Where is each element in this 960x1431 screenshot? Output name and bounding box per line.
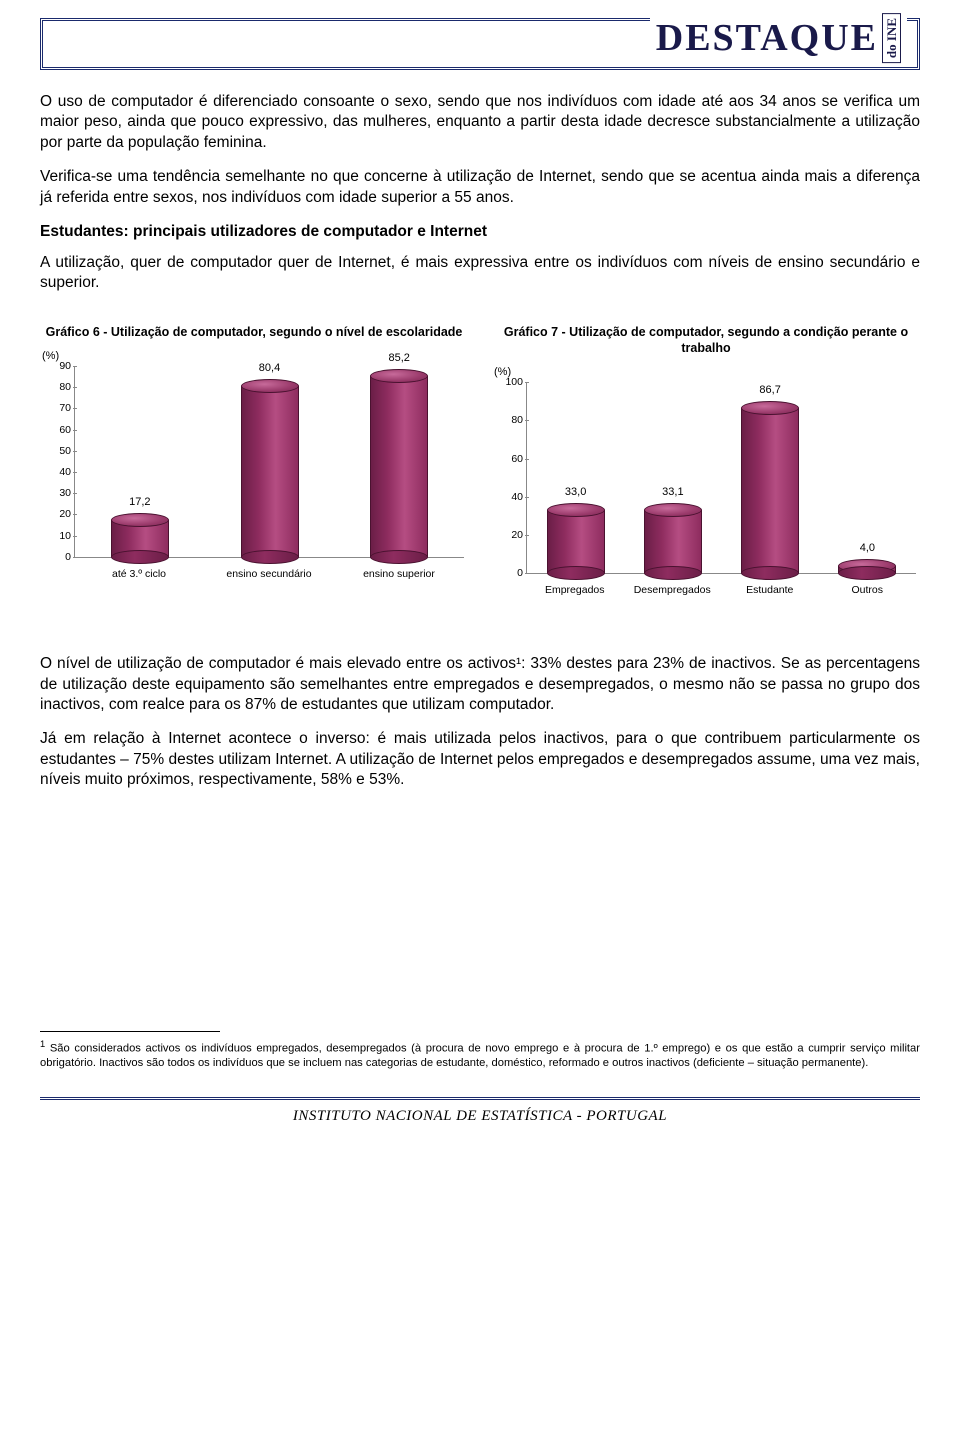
footnote-separator	[40, 1031, 220, 1032]
chart-7-title: Gráfico 7 - Utilização de computador, se…	[492, 324, 920, 357]
chart-6-area: (%) 17,280,485,2 0102030405060708090 até…	[40, 348, 468, 588]
body-text-block: O uso de computador é diferenciado conso…	[40, 92, 920, 294]
bar-slot: 4,0	[819, 566, 916, 574]
footnote: 1 São considerados activos os indivíduos…	[40, 1038, 920, 1071]
bar-slot: 33,1	[624, 510, 721, 573]
section-heading: Estudantes: principais utilizadores de c…	[40, 222, 920, 242]
paragraph-2: Verifica-se uma tendência semelhante no …	[40, 167, 920, 208]
header-logo: DESTAQUE do INE	[650, 13, 907, 63]
bar-cylinder	[644, 510, 702, 573]
chart-7-area: (%) 33,033,186,74,0 020406080100 Emprega…	[492, 364, 920, 604]
paragraph-1: O uso de computador é diferenciado conso…	[40, 92, 920, 153]
chart-6-title: Gráfico 6 - Utilização de computador, se…	[40, 324, 468, 340]
bar-cylinder	[838, 566, 896, 574]
bar-cylinder	[547, 510, 605, 573]
ytick: 90	[45, 360, 71, 372]
xlabel: ensino superior	[334, 562, 464, 588]
charts-row: Gráfico 6 - Utilização de computador, se…	[40, 324, 920, 605]
xlabel: ensino secundário	[204, 562, 334, 588]
xlabel: Outros	[819, 578, 917, 604]
header-banner: DESTAQUE do INE	[40, 18, 920, 70]
paragraph-5: Já em relação à Internet acontece o inve…	[40, 729, 920, 790]
ytick: 70	[45, 402, 71, 414]
xlabel: até 3.º ciclo	[74, 562, 204, 588]
footer-bar: INSTITUTO NACIONAL DE ESTATÍSTICA - PORT…	[40, 1097, 920, 1125]
brand-tagline: do INE	[882, 13, 901, 63]
bar-value-label: 80,4	[205, 362, 335, 374]
chart-7: Gráfico 7 - Utilização de computador, se…	[492, 324, 920, 605]
bar-cylinder	[111, 520, 169, 557]
bar-cylinder	[241, 386, 299, 557]
body-text-block-2: O nível de utilização de computador é ma…	[40, 654, 920, 791]
footnote-text: São considerados activos os indivíduos e…	[40, 1043, 920, 1070]
ytick: 40	[45, 466, 71, 478]
bar-slot: 80,4	[205, 386, 335, 557]
chart-7-plot: 33,033,186,74,0 020406080100	[526, 382, 916, 574]
bar-cylinder	[741, 408, 799, 574]
chart-6-bars: 17,280,485,2	[75, 366, 464, 557]
ytick: 40	[497, 491, 523, 503]
bar-value-label: 4,0	[819, 542, 916, 554]
bar-slot: 33,0	[527, 510, 624, 573]
brand-text: DESTAQUE	[656, 16, 878, 60]
chart-7-xlabels: EmpregadosDesempregadosEstudanteOutros	[526, 578, 916, 604]
chart-6: Gráfico 6 - Utilização de computador, se…	[40, 324, 468, 605]
ytick: 20	[497, 529, 523, 541]
xlabel: Empregados	[526, 578, 624, 604]
ytick: 60	[45, 424, 71, 436]
bar-value-label: 17,2	[75, 496, 205, 508]
bar-value-label: 86,7	[722, 384, 819, 396]
xlabel: Estudante	[721, 578, 819, 604]
bar-slot: 86,7	[722, 408, 819, 574]
bar-value-label: 33,0	[527, 486, 624, 498]
chart-6-plot: 17,280,485,2 0102030405060708090	[74, 366, 464, 558]
ytick: 60	[497, 453, 523, 465]
ytick: 50	[45, 445, 71, 457]
ytick: 20	[45, 508, 71, 520]
ytick: 100	[497, 376, 523, 388]
paragraph-3: A utilização, quer de computador quer de…	[40, 253, 920, 294]
bar-value-label: 33,1	[624, 486, 721, 498]
bar-value-label: 85,2	[334, 352, 464, 364]
chart-7-bars: 33,033,186,74,0	[527, 382, 916, 573]
ytick: 0	[45, 551, 71, 563]
footer-text: INSTITUTO NACIONAL DE ESTATÍSTICA - PORT…	[293, 1108, 667, 1124]
chart-6-xlabels: até 3.º cicloensino secundárioensino sup…	[74, 562, 464, 588]
paragraph-4: O nível de utilização de computador é ma…	[40, 654, 920, 715]
xlabel: Desempregados	[624, 578, 722, 604]
ytick: 80	[497, 414, 523, 426]
bar-slot: 85,2	[334, 376, 464, 557]
ytick: 0	[497, 567, 523, 579]
ytick: 10	[45, 530, 71, 542]
ytick: 30	[45, 487, 71, 499]
footnote-marker: 1	[40, 1039, 45, 1049]
bar-cylinder	[370, 376, 428, 557]
ytick: 80	[45, 381, 71, 393]
bar-slot: 17,2	[75, 520, 205, 557]
